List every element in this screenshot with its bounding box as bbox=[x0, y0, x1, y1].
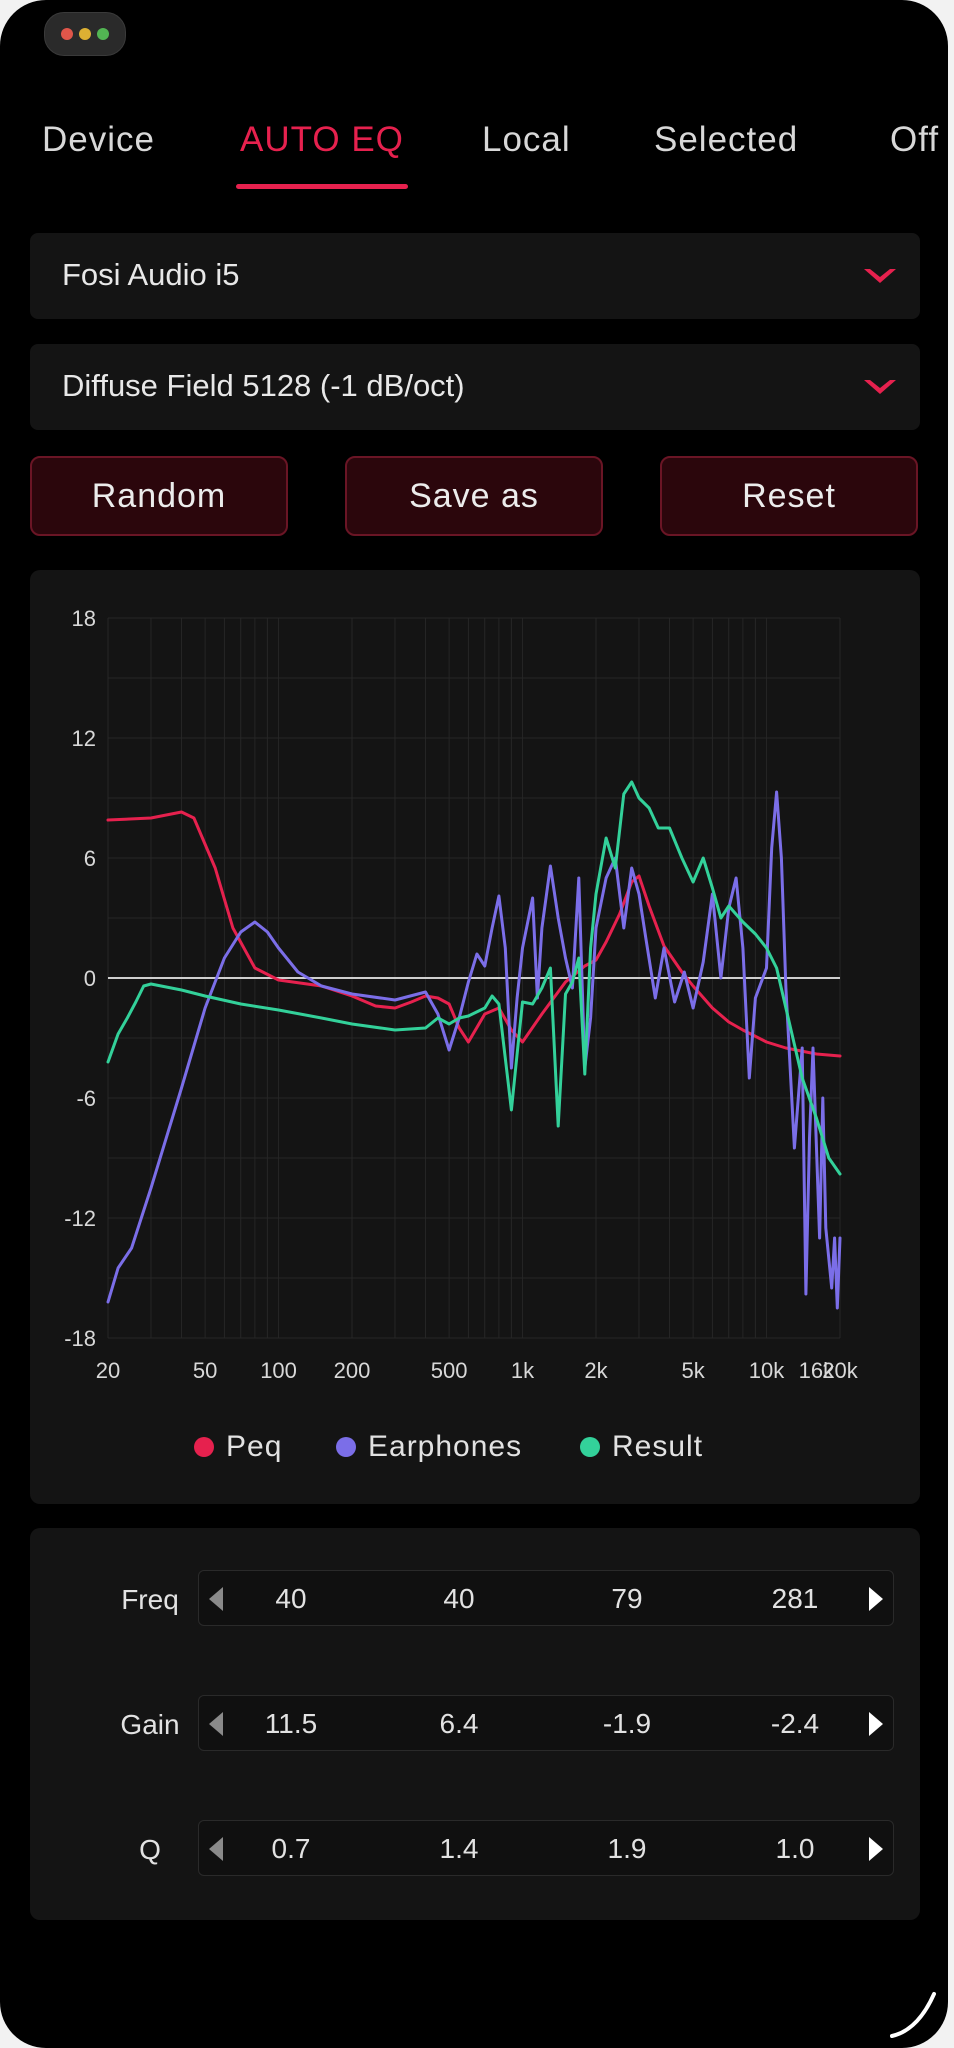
legend-label: Earphones bbox=[368, 1430, 523, 1463]
legend-item-result[interactable]: Result bbox=[580, 1430, 703, 1464]
tab-local[interactable]: Local bbox=[482, 120, 571, 159]
x-tick-label: 20 bbox=[96, 1358, 120, 1383]
right-arrow-icon[interactable] bbox=[867, 1710, 885, 1738]
y-tick-label: 18 bbox=[72, 606, 96, 631]
gain-value[interactable]: -2.4 bbox=[770, 1708, 820, 1739]
freq-row-label: Freq bbox=[121, 1584, 179, 1615]
x-tick-label: 500 bbox=[431, 1358, 468, 1383]
right-arrow-icon[interactable] bbox=[867, 1585, 885, 1613]
result-series-line bbox=[106, 780, 842, 1176]
resize-handle-icon[interactable] bbox=[888, 1990, 938, 2040]
maximize-window-button[interactable] bbox=[97, 28, 109, 40]
x-tick-label: 50 bbox=[193, 1358, 217, 1383]
earphones-series-line bbox=[106, 790, 842, 1310]
q-value[interactable]: 1.4 bbox=[439, 1833, 479, 1864]
x-tick-label: 1k bbox=[511, 1358, 535, 1383]
tab-bar: Device AUTO EQ Local Selected Off bbox=[0, 120, 948, 200]
x-tick-label: 2k bbox=[584, 1358, 608, 1383]
earphones-legend-dot bbox=[336, 1437, 356, 1457]
legend-label: Result bbox=[612, 1430, 704, 1463]
target-curve-dropdown-value: Diffuse Field 5128 (-1 dB/oct) bbox=[62, 368, 465, 403]
y-tick-label: 12 bbox=[72, 726, 96, 751]
x-tick-label: 20k bbox=[822, 1358, 858, 1383]
right-arrow-icon[interactable] bbox=[867, 1835, 885, 1863]
q-row-label: Q bbox=[139, 1834, 161, 1865]
q-value[interactable]: 1.9 bbox=[607, 1833, 647, 1864]
legend-item-earphones[interactable]: Earphones bbox=[336, 1430, 522, 1464]
frequency-response-panel bbox=[30, 570, 920, 1504]
result-legend-dot bbox=[580, 1437, 600, 1457]
freq-row: 40 40 79 281 bbox=[198, 1570, 894, 1626]
q-value[interactable]: 1.0 bbox=[775, 1833, 815, 1864]
y-tick-label: -12 bbox=[64, 1206, 96, 1231]
tab-auto-eq[interactable]: AUTO EQ bbox=[240, 120, 404, 159]
tab-off[interactable]: Off bbox=[890, 120, 940, 159]
x-tick-label: 10k bbox=[749, 1358, 785, 1383]
left-arrow-icon[interactable] bbox=[207, 1710, 225, 1738]
y-tick-label: 0 bbox=[84, 966, 96, 991]
peq-legend-dot bbox=[194, 1437, 214, 1457]
device-dropdown-value: Fosi Audio i5 bbox=[62, 257, 240, 292]
tab-device[interactable]: Device bbox=[42, 120, 155, 159]
freq-value[interactable]: 40 bbox=[443, 1583, 475, 1614]
gain-row-label: Gain bbox=[120, 1709, 180, 1740]
freq-value[interactable]: 79 bbox=[611, 1583, 643, 1614]
minimize-window-button[interactable] bbox=[79, 28, 91, 40]
x-tick-label: 16k bbox=[799, 1358, 835, 1383]
legend-item-peq[interactable]: Peq bbox=[194, 1430, 282, 1464]
tab-selected[interactable]: Selected bbox=[654, 120, 799, 159]
y-tick-label: 6 bbox=[84, 846, 96, 871]
close-window-button[interactable] bbox=[61, 28, 73, 40]
left-arrow-icon[interactable] bbox=[207, 1835, 225, 1863]
legend-label: Peq bbox=[226, 1430, 283, 1463]
active-tab-indicator bbox=[236, 184, 408, 189]
random-button[interactable]: Random bbox=[30, 456, 288, 536]
window-controls bbox=[44, 12, 126, 56]
x-tick-label: 100 bbox=[260, 1358, 297, 1383]
x-tick-label: 200 bbox=[334, 1358, 371, 1383]
chevron-down-icon bbox=[864, 269, 896, 283]
chevron-down-icon bbox=[864, 380, 896, 394]
gain-value[interactable]: -1.9 bbox=[602, 1708, 652, 1739]
reset-button[interactable]: Reset bbox=[660, 456, 918, 536]
target-curve-dropdown[interactable]: Diffuse Field 5128 (-1 dB/oct) bbox=[30, 344, 920, 430]
gain-value[interactable]: 11.5 bbox=[264, 1708, 318, 1739]
device-dropdown[interactable]: Fosi Audio i5 bbox=[30, 233, 920, 319]
chart-legend: Peq Earphones Result bbox=[0, 1430, 948, 1470]
x-tick-label: 5k bbox=[681, 1358, 705, 1383]
gain-value[interactable]: 6.4 bbox=[439, 1708, 479, 1739]
q-row: 0.7 1.4 1.9 1.0 bbox=[198, 1820, 894, 1876]
peq-series-line bbox=[106, 810, 842, 1058]
freq-value[interactable]: 281 bbox=[771, 1583, 819, 1614]
q-value[interactable]: 0.7 bbox=[271, 1833, 311, 1864]
peq-parameters-panel: Freq 40 40 79 281 Gain 11.5 6.4 -1.9 -2.… bbox=[30, 1528, 920, 1920]
gain-row: 11.5 6.4 -1.9 -2.4 bbox=[198, 1695, 894, 1751]
y-tick-label: -6 bbox=[76, 1086, 96, 1111]
y-tick-label: -18 bbox=[64, 1326, 96, 1351]
save-as-button[interactable]: Save as bbox=[345, 456, 603, 536]
left-arrow-icon[interactable] bbox=[207, 1585, 225, 1613]
freq-value[interactable]: 40 bbox=[275, 1583, 307, 1614]
